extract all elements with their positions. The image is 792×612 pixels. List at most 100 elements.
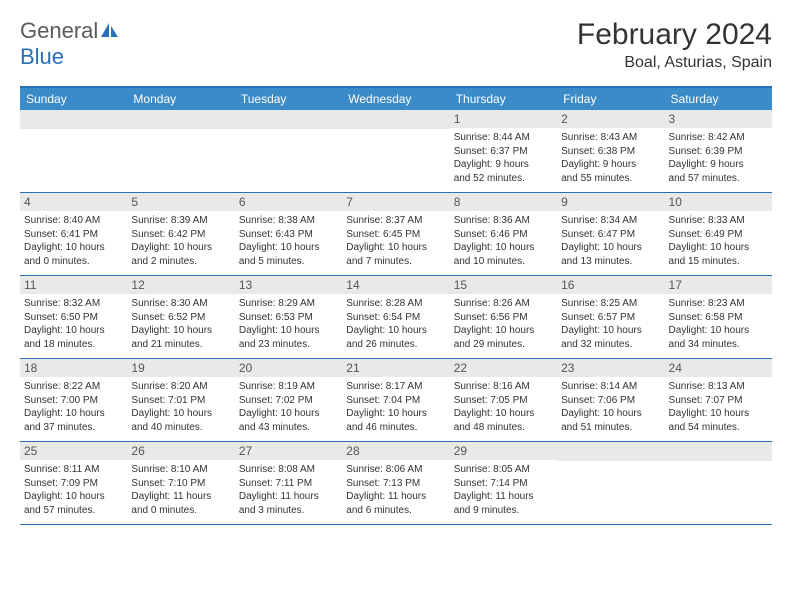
day-content: Sunrise: 8:29 AMSunset: 6:53 PMDaylight:… [235, 294, 342, 355]
day-daylight1: Daylight: 10 hours [561, 407, 660, 421]
day-daylight1: Daylight: 10 hours [239, 407, 338, 421]
day-header-thu: Thursday [450, 88, 557, 110]
day-number [665, 442, 772, 461]
day-cell: 4Sunrise: 8:40 AMSunset: 6:41 PMDaylight… [20, 193, 127, 275]
day-content: Sunrise: 8:26 AMSunset: 6:56 PMDaylight:… [450, 294, 557, 355]
day-sunset: Sunset: 6:53 PM [239, 311, 338, 325]
day-cell [127, 110, 234, 192]
day-sunset: Sunset: 7:09 PM [24, 477, 123, 491]
day-cell: 12Sunrise: 8:30 AMSunset: 6:52 PMDayligh… [127, 276, 234, 358]
day-daylight2: and 7 minutes. [346, 255, 445, 269]
day-daylight1: Daylight: 10 hours [669, 241, 768, 255]
day-content: Sunrise: 8:30 AMSunset: 6:52 PMDaylight:… [127, 294, 234, 355]
day-sunrise: Sunrise: 8:28 AM [346, 297, 445, 311]
day-cell: 2Sunrise: 8:43 AMSunset: 6:38 PMDaylight… [557, 110, 664, 192]
day-number: 15 [450, 276, 557, 294]
day-sunrise: Sunrise: 8:40 AM [24, 214, 123, 228]
day-sunrise: Sunrise: 8:39 AM [131, 214, 230, 228]
day-sunrise: Sunrise: 8:19 AM [239, 380, 338, 394]
day-daylight1: Daylight: 10 hours [239, 241, 338, 255]
week-row: 1Sunrise: 8:44 AMSunset: 6:37 PMDaylight… [20, 110, 772, 193]
day-sunset: Sunset: 7:01 PM [131, 394, 230, 408]
day-content: Sunrise: 8:42 AMSunset: 6:39 PMDaylight:… [665, 128, 772, 189]
day-number: 23 [557, 359, 664, 377]
day-sunrise: Sunrise: 8:34 AM [561, 214, 660, 228]
day-sunset: Sunset: 7:14 PM [454, 477, 553, 491]
day-sunset: Sunset: 6:37 PM [454, 145, 553, 159]
day-content: Sunrise: 8:08 AMSunset: 7:11 PMDaylight:… [235, 460, 342, 521]
logo-sail-icon [100, 25, 120, 42]
day-daylight2: and 26 minutes. [346, 338, 445, 352]
day-sunset: Sunset: 6:41 PM [24, 228, 123, 242]
day-daylight2: and 0 minutes. [131, 504, 230, 518]
day-daylight2: and 21 minutes. [131, 338, 230, 352]
day-sunrise: Sunrise: 8:37 AM [346, 214, 445, 228]
day-sunrise: Sunrise: 8:42 AM [669, 131, 768, 145]
day-number: 7 [342, 193, 449, 211]
day-sunrise: Sunrise: 8:32 AM [24, 297, 123, 311]
day-sunrise: Sunrise: 8:20 AM [131, 380, 230, 394]
day-daylight1: Daylight: 10 hours [346, 324, 445, 338]
day-sunset: Sunset: 7:05 PM [454, 394, 553, 408]
day-daylight2: and 18 minutes. [24, 338, 123, 352]
day-daylight1: Daylight: 10 hours [561, 324, 660, 338]
day-daylight2: and 3 minutes. [239, 504, 338, 518]
day-cell: 16Sunrise: 8:25 AMSunset: 6:57 PMDayligh… [557, 276, 664, 358]
day-content: Sunrise: 8:14 AMSunset: 7:06 PMDaylight:… [557, 377, 664, 438]
day-cell: 9Sunrise: 8:34 AMSunset: 6:47 PMDaylight… [557, 193, 664, 275]
day-sunset: Sunset: 7:02 PM [239, 394, 338, 408]
day-sunset: Sunset: 7:11 PM [239, 477, 338, 491]
day-header-sun: Sunday [20, 88, 127, 110]
day-daylight2: and 9 minutes. [454, 504, 553, 518]
day-daylight2: and 48 minutes. [454, 421, 553, 435]
day-sunrise: Sunrise: 8:16 AM [454, 380, 553, 394]
day-sunrise: Sunrise: 8:26 AM [454, 297, 553, 311]
week-row: 4Sunrise: 8:40 AMSunset: 6:41 PMDaylight… [20, 193, 772, 276]
day-content: Sunrise: 8:34 AMSunset: 6:47 PMDaylight:… [557, 211, 664, 272]
day-content: Sunrise: 8:32 AMSunset: 6:50 PMDaylight:… [20, 294, 127, 355]
day-header-mon: Monday [127, 88, 234, 110]
day-header-tue: Tuesday [235, 88, 342, 110]
day-number: 10 [665, 193, 772, 211]
day-cell: 14Sunrise: 8:28 AMSunset: 6:54 PMDayligh… [342, 276, 449, 358]
logo-text-blue: Blue [20, 44, 64, 69]
day-daylight1: Daylight: 9 hours [454, 158, 553, 172]
day-daylight2: and 34 minutes. [669, 338, 768, 352]
day-sunrise: Sunrise: 8:25 AM [561, 297, 660, 311]
day-sunset: Sunset: 6:42 PM [131, 228, 230, 242]
day-sunrise: Sunrise: 8:38 AM [239, 214, 338, 228]
day-daylight1: Daylight: 10 hours [454, 241, 553, 255]
logo-text-wrap: General Blue [20, 18, 120, 70]
day-number: 18 [20, 359, 127, 377]
day-cell: 17Sunrise: 8:23 AMSunset: 6:58 PMDayligh… [665, 276, 772, 358]
day-daylight1: Daylight: 9 hours [669, 158, 768, 172]
day-daylight2: and 6 minutes. [346, 504, 445, 518]
calendar-grid: Sunday Monday Tuesday Wednesday Thursday… [20, 86, 772, 525]
day-content: Sunrise: 8:43 AMSunset: 6:38 PMDaylight:… [557, 128, 664, 189]
day-number [20, 110, 127, 129]
day-daylight1: Daylight: 9 hours [561, 158, 660, 172]
day-cell: 20Sunrise: 8:19 AMSunset: 7:02 PMDayligh… [235, 359, 342, 441]
day-content: Sunrise: 8:40 AMSunset: 6:41 PMDaylight:… [20, 211, 127, 272]
day-cell: 27Sunrise: 8:08 AMSunset: 7:11 PMDayligh… [235, 442, 342, 524]
day-cell: 19Sunrise: 8:20 AMSunset: 7:01 PMDayligh… [127, 359, 234, 441]
day-sunset: Sunset: 6:50 PM [24, 311, 123, 325]
day-sunset: Sunset: 6:38 PM [561, 145, 660, 159]
day-cell [557, 442, 664, 524]
day-sunrise: Sunrise: 8:36 AM [454, 214, 553, 228]
day-content: Sunrise: 8:33 AMSunset: 6:49 PMDaylight:… [665, 211, 772, 272]
day-number: 25 [20, 442, 127, 460]
day-daylight2: and 23 minutes. [239, 338, 338, 352]
day-daylight1: Daylight: 10 hours [669, 324, 768, 338]
day-sunset: Sunset: 6:52 PM [131, 311, 230, 325]
day-sunset: Sunset: 6:43 PM [239, 228, 338, 242]
day-sunrise: Sunrise: 8:33 AM [669, 214, 768, 228]
day-daylight2: and 15 minutes. [669, 255, 768, 269]
day-number: 11 [20, 276, 127, 294]
day-cell: 6Sunrise: 8:38 AMSunset: 6:43 PMDaylight… [235, 193, 342, 275]
day-number: 12 [127, 276, 234, 294]
day-number: 14 [342, 276, 449, 294]
day-daylight2: and 5 minutes. [239, 255, 338, 269]
day-sunrise: Sunrise: 8:44 AM [454, 131, 553, 145]
day-content: Sunrise: 8:23 AMSunset: 6:58 PMDaylight:… [665, 294, 772, 355]
